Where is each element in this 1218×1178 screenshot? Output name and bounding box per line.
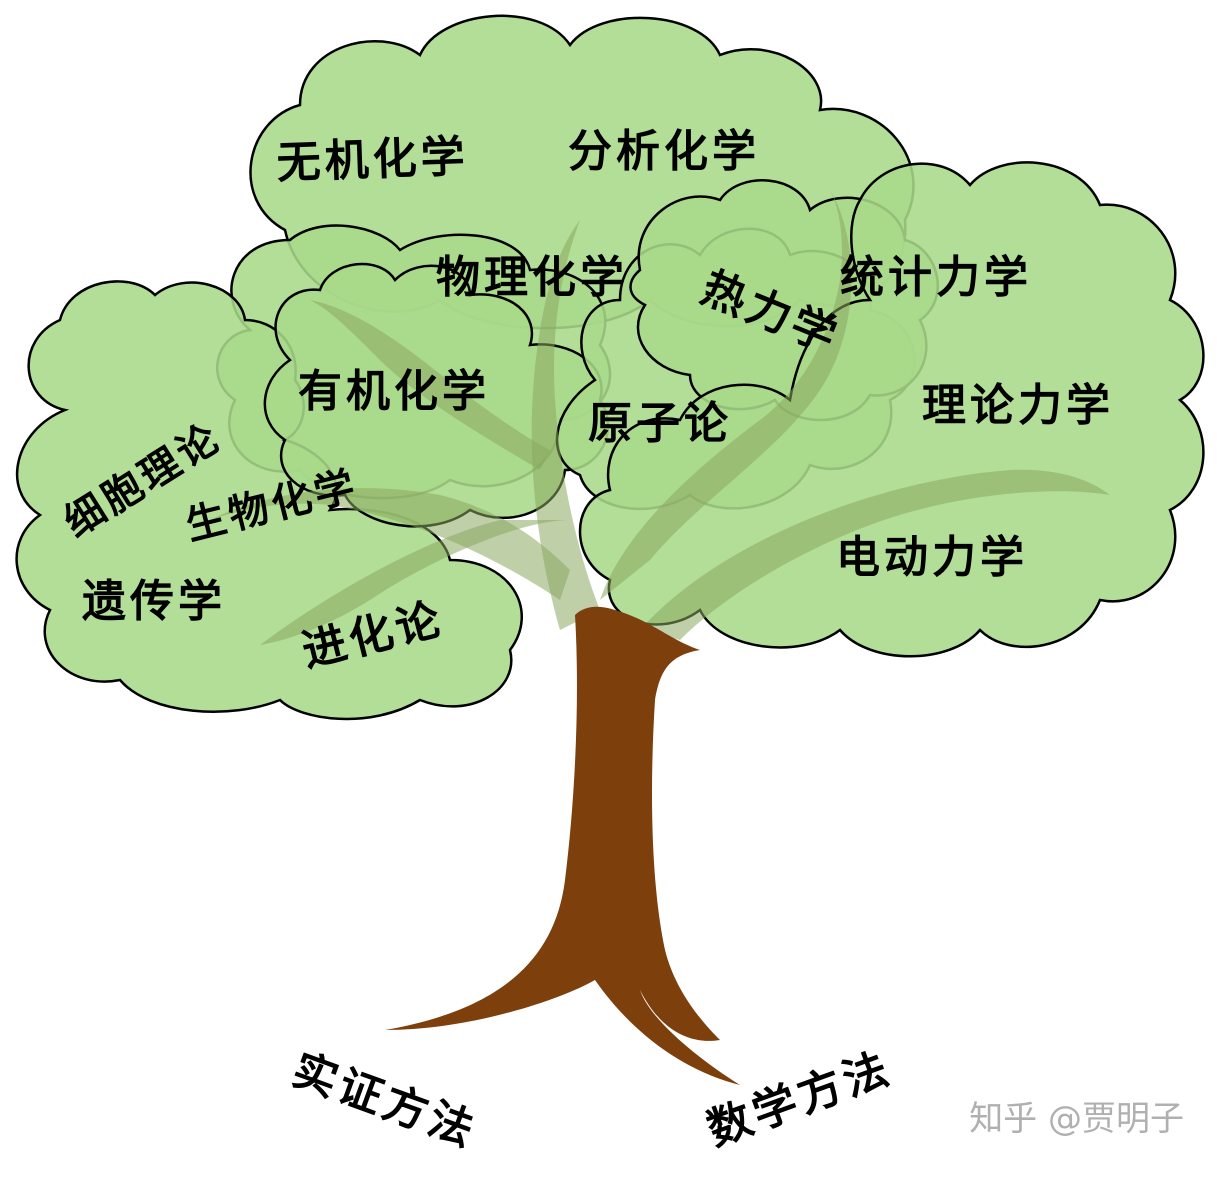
label-electrodynamics: 电动力学 — [836, 532, 1028, 583]
label-physical-chemistry: 物理化学 — [436, 252, 628, 303]
label-analytical-chemistry: 分析化学 — [568, 126, 760, 177]
branches — [210, 190, 1110, 645]
label-theoretical-mechanics: 理论力学 — [922, 380, 1114, 431]
label-statistical-mechanics: 统计力学 — [840, 252, 1032, 303]
label-atomic-theory: 原子论 — [588, 398, 732, 449]
label-genetics: 遗传学 — [82, 576, 226, 627]
trunk — [385, 606, 740, 1085]
canopy-cloud-right — [578, 161, 1205, 658]
watermark: 知乎 @贾明子 — [969, 1099, 1184, 1139]
label-inorganic-chemistry: 无机化学 — [275, 131, 470, 189]
label-organic-chemistry: 有机化学 — [298, 366, 490, 417]
